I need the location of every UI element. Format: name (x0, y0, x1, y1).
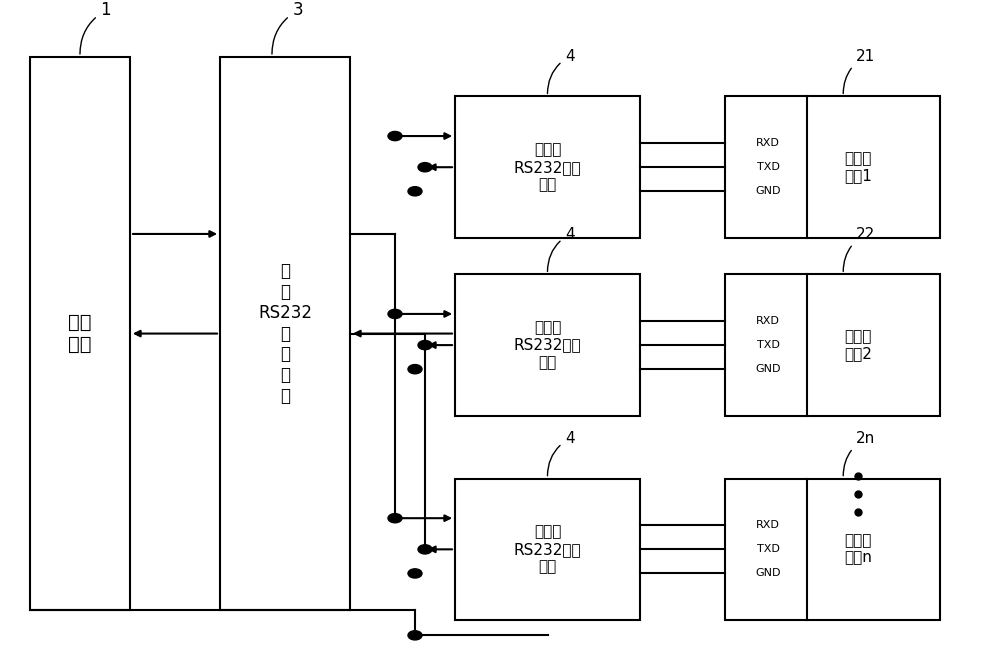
Text: 数据采
集板1: 数据采 集板1 (844, 151, 872, 184)
Circle shape (388, 514, 402, 523)
FancyBboxPatch shape (455, 479, 640, 620)
FancyBboxPatch shape (725, 479, 940, 620)
FancyBboxPatch shape (220, 57, 350, 610)
Text: 采集板
RS232接口
电路: 采集板 RS232接口 电路 (514, 320, 581, 370)
Circle shape (418, 341, 432, 349)
FancyBboxPatch shape (455, 96, 640, 238)
Text: 采集板
RS232接口
电路: 采集板 RS232接口 电路 (514, 524, 581, 574)
Text: 4: 4 (547, 431, 575, 476)
Circle shape (418, 162, 432, 172)
Text: 采集板
RS232接口
电路: 采集板 RS232接口 电路 (514, 143, 581, 192)
Text: GND: GND (755, 186, 781, 196)
Circle shape (418, 545, 432, 554)
Text: TXD: TXD (757, 340, 779, 350)
Text: TXD: TXD (757, 544, 779, 554)
Text: RXD: RXD (756, 138, 780, 148)
FancyBboxPatch shape (30, 57, 130, 610)
Text: 4: 4 (547, 227, 575, 271)
Text: GND: GND (755, 364, 781, 374)
Text: TXD: TXD (757, 162, 779, 172)
Text: 数据采
集板n: 数据采 集板n (844, 533, 872, 566)
Text: RXD: RXD (756, 520, 780, 530)
Circle shape (408, 631, 422, 640)
Text: 主
控
RS232
接
口
电
路: 主 控 RS232 接 口 电 路 (258, 262, 312, 405)
FancyBboxPatch shape (455, 274, 640, 416)
Text: 2n: 2n (843, 431, 875, 476)
Text: 1: 1 (80, 1, 111, 54)
Circle shape (408, 365, 422, 374)
Text: 主控
制板: 主控 制板 (68, 313, 92, 354)
Text: 4: 4 (547, 48, 575, 93)
Circle shape (408, 569, 422, 578)
FancyBboxPatch shape (725, 96, 940, 238)
Circle shape (388, 131, 402, 141)
Text: 3: 3 (272, 1, 303, 54)
Text: 21: 21 (843, 48, 875, 93)
Text: 22: 22 (843, 227, 875, 271)
Text: GND: GND (755, 568, 781, 578)
FancyBboxPatch shape (725, 274, 940, 416)
Text: RXD: RXD (756, 316, 780, 326)
Circle shape (388, 310, 402, 318)
Text: 数据采
集板2: 数据采 集板2 (844, 329, 872, 361)
Circle shape (408, 187, 422, 196)
